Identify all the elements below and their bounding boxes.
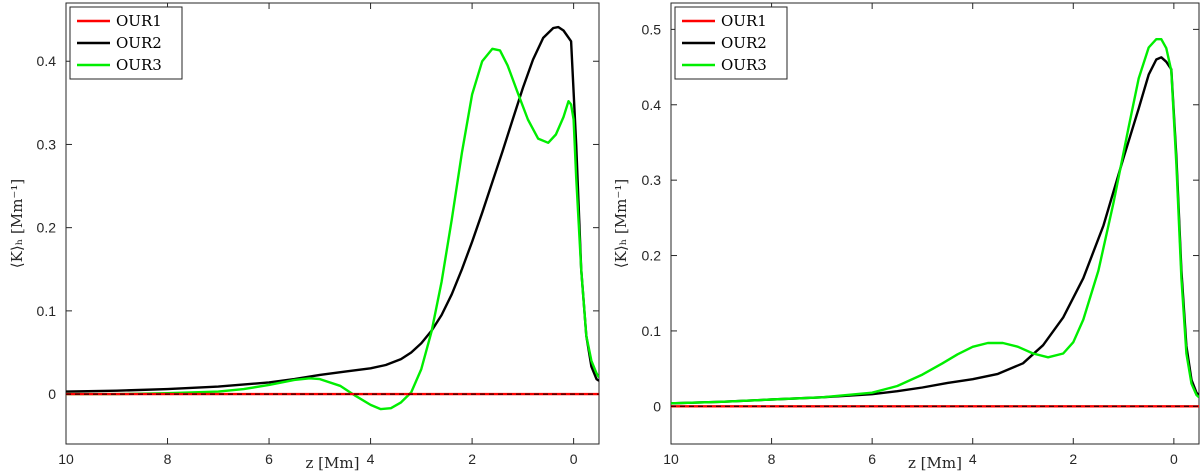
legend: OUR1 OUR2 OUR3	[69, 6, 183, 80]
series-line-our3	[66, 47, 599, 411]
series-line-our3	[671, 38, 1199, 405]
x-tick-label: 8	[164, 451, 172, 467]
legend-label-our1: OUR1	[116, 12, 162, 30]
y-tick-label: 0.4	[37, 53, 57, 69]
legend-label-our3: OUR3	[721, 56, 767, 74]
y-tick-label: 0.3	[642, 172, 662, 188]
legend-label-our2: OUR2	[721, 34, 767, 52]
legend-label-our1: OUR1	[721, 12, 767, 30]
x-tick-label: 4	[969, 451, 977, 467]
chart-panel-1: 10 8 6 4 2 0 0 0.1 0.2 0.3 0.4 z [Mm] ⟨K⟩ₕ [Mm⁻¹] OUR…	[8, 2, 600, 471]
series-line-our2	[66, 25, 599, 393]
y-tick-label: 0.3	[37, 136, 57, 152]
y-tick-label: 0.1	[37, 303, 57, 319]
x-tick-label: 10	[663, 451, 679, 467]
x-tick-label: 0	[570, 451, 578, 467]
y-tick-label: 0.4	[642, 97, 662, 113]
chart-panel-2: 10 8 6 4 2 0 0 0.1 0.2 0.3 0.4 0.5 z [Mm] ⟨K⟩ₕ [Mm⁻¹]…	[612, 2, 1200, 471]
x-tick-label: 6	[868, 451, 876, 467]
x-tick-label: 2	[1069, 451, 1077, 467]
x-tick-label: 2	[468, 451, 476, 467]
y-axis-label: ⟨K⟩ₕ [Mm⁻¹]	[612, 179, 630, 268]
y-tick-label: 0.1	[642, 323, 662, 339]
x-tick-label: 4	[367, 451, 375, 467]
y-tick-label: 0	[653, 398, 661, 414]
x-axis-label: z [Mm]	[306, 454, 360, 471]
y-tick-label: 0	[48, 386, 56, 402]
y-axis-label: ⟨K⟩ₕ [Mm⁻¹]	[8, 179, 26, 268]
legend-label-our3: OUR3	[116, 56, 162, 74]
y-tick-label: 0.2	[37, 220, 57, 236]
y-tick-label: 0.5	[642, 21, 662, 37]
x-tick-label: 8	[768, 451, 776, 467]
legend-label-our2: OUR2	[116, 34, 162, 52]
legend: OUR1 OUR2 OUR3	[674, 6, 788, 80]
x-tick-label: 0	[1170, 451, 1178, 467]
x-tick-label: 10	[58, 451, 74, 467]
x-axis-label: z [Mm]	[908, 454, 962, 471]
x-tick-label: 6	[265, 451, 273, 467]
y-tick-label: 0.2	[642, 248, 662, 264]
